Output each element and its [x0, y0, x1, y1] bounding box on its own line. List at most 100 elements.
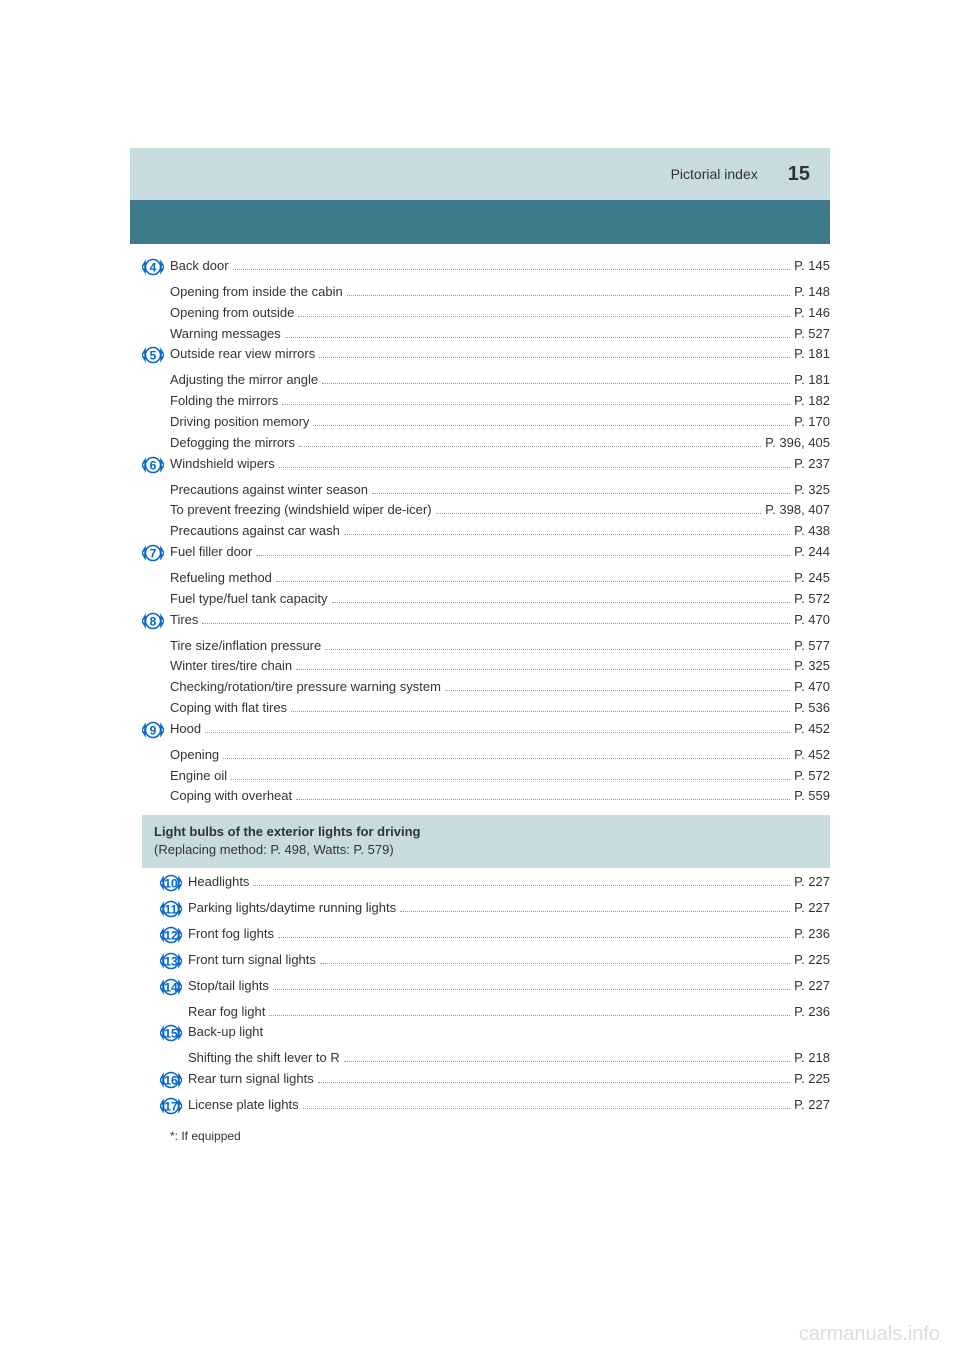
index-marker-13: 13: [160, 952, 182, 970]
sub-row-page-ref: P. 398, 407: [765, 500, 830, 521]
sub-row-label: Rear fog light: [188, 1002, 265, 1023]
row-dots: [279, 456, 790, 468]
row-label: Front turn signal lights: [188, 950, 316, 970]
sub-row-label: Fuel type/fuel tank capacity: [170, 589, 328, 610]
footnote: *: If equipped: [142, 1127, 830, 1145]
row-page-ref: P. 236: [794, 924, 830, 944]
index-row: 11 Parking lights/daytime running lights…: [160, 898, 830, 920]
row-page-ref: P. 225: [794, 1069, 830, 1089]
index-marker-17: 17: [160, 1097, 182, 1115]
sub-row-page-ref: P. 325: [794, 480, 830, 501]
row-page-ref: P. 227: [794, 898, 830, 918]
row-dots: [320, 952, 790, 964]
sub-row-label: Folding the mirrors: [170, 391, 278, 412]
row-label: License plate lights: [188, 1095, 299, 1115]
sub-row-page-ref: P. 181: [794, 370, 830, 391]
row-dots: [202, 612, 790, 624]
row-label: Rear turn signal lights: [188, 1069, 314, 1089]
index-row: 16 Rear turn signal lights P. 225: [160, 1069, 830, 1091]
row-dots: [291, 700, 790, 712]
row-content: Tires P. 470: [170, 610, 830, 630]
row-content: Hood P. 452: [170, 719, 830, 739]
row-dots: [347, 284, 790, 296]
sub-row: Driving position memory P. 170: [142, 412, 830, 433]
svg-text:5: 5: [150, 349, 157, 363]
sub-row: To prevent freezing (windshield wiper de…: [142, 500, 830, 521]
page-number: 15: [788, 163, 810, 186]
sub-row-label: Winter tires/tire chain: [170, 656, 292, 677]
index-marker-15: 15: [160, 1024, 182, 1042]
sub-row-label: Engine oil: [170, 766, 227, 787]
sub-row-label: Opening: [170, 745, 219, 766]
row-dots: [273, 978, 790, 990]
row-content: Front fog lights P. 236: [188, 924, 830, 944]
row-dots: [299, 435, 761, 447]
sub-row-label: Precautions against car wash: [170, 521, 340, 542]
header-light-bar: Pictorial index 15: [130, 148, 830, 200]
sub-row: Opening from inside the cabin P. 148: [142, 282, 830, 303]
row-label: Parking lights/daytime running lights: [188, 898, 396, 918]
row-label: Tires: [170, 610, 198, 630]
row-label: Front fog lights: [188, 924, 274, 944]
sub-row-page-ref: P. 452: [794, 745, 830, 766]
row-dots: [231, 768, 790, 780]
row-dots: [372, 482, 790, 494]
svg-text:6: 6: [150, 458, 157, 472]
row-page-ref: P. 145: [794, 256, 830, 276]
row-content: Parking lights/daytime running lights P.…: [188, 898, 830, 918]
svg-text:16: 16: [164, 1074, 178, 1088]
index-row: 17 License plate lights P. 227: [160, 1095, 830, 1117]
sub-row: Defogging the mirrors P. 396, 405: [142, 433, 830, 454]
svg-text:7: 7: [150, 546, 157, 560]
row-content: License plate lights P. 227: [188, 1095, 830, 1115]
index-marker-5: 5: [142, 346, 164, 364]
sub-row: Checking/rotation/tire pressure warning …: [142, 677, 830, 698]
row-dots: [445, 679, 790, 691]
index-marker-9: 9: [142, 721, 164, 739]
row-label: Back door: [170, 256, 229, 276]
sub-row: Warning messages P. 527: [142, 324, 830, 345]
sub-row: Engine oil P. 572: [142, 766, 830, 787]
row-label: Back-up light: [188, 1022, 263, 1042]
svg-text:14: 14: [164, 980, 178, 994]
row-page-ref: P. 227: [794, 872, 830, 892]
header-dark-bar: [130, 200, 830, 244]
sub-row: Precautions against car wash P. 438: [142, 521, 830, 542]
sub-row: Shifting the shift lever to R P. 218: [160, 1048, 830, 1069]
sub-row-label: Tire size/inflation pressure: [170, 636, 321, 657]
light-bulbs-banner: Light bulbs of the exterior lights for d…: [142, 815, 830, 867]
svg-text:4: 4: [150, 261, 157, 275]
row-content: Front turn signal lights P. 225: [188, 950, 830, 970]
row-label: Fuel filler door: [170, 542, 252, 562]
index-marker-11: 11: [160, 900, 182, 918]
index-row: 15 Back-up light: [160, 1022, 830, 1044]
sub-row-page-ref: P. 527: [794, 324, 830, 345]
sub-row: Folding the mirrors P. 182: [142, 391, 830, 412]
sub-row-page-ref: P. 559: [794, 786, 830, 807]
sub-row-page-ref: P. 170: [794, 412, 830, 433]
row-dots: [253, 874, 790, 886]
sub-row-page-ref: P. 572: [794, 589, 830, 610]
svg-text:17: 17: [164, 1100, 178, 1114]
row-dots: [313, 414, 790, 426]
index-row: 10 Headlights P. 227: [160, 872, 830, 894]
sub-row-page-ref: P. 245: [794, 568, 830, 589]
sub-row: Precautions against winter season P. 325: [142, 480, 830, 501]
index-marker-7: 7: [142, 544, 164, 562]
row-dots: [436, 502, 762, 514]
sub-row-label: Precautions against winter season: [170, 480, 368, 501]
content-section: 4 Back door P. 145 Opening from inside t…: [130, 244, 830, 1145]
page-header: Pictorial index 15: [130, 148, 830, 244]
svg-text:10: 10: [164, 876, 178, 890]
svg-text:8: 8: [150, 614, 157, 628]
sub-row-label: Shifting the shift lever to R: [188, 1048, 340, 1069]
sub-row-label: To prevent freezing (windshield wiper de…: [170, 500, 432, 521]
sub-row-page-ref: P. 325: [794, 656, 830, 677]
sub-row-page-ref: P. 146: [794, 303, 830, 324]
index-marker-12: 12: [160, 926, 182, 944]
sub-row-label: Warning messages: [170, 324, 281, 345]
row-content: Fuel filler door P. 244: [170, 542, 830, 562]
sub-row: Opening from outside P. 146: [142, 303, 830, 324]
svg-text:13: 13: [164, 954, 178, 968]
sub-row-page-ref: P. 470: [794, 677, 830, 698]
